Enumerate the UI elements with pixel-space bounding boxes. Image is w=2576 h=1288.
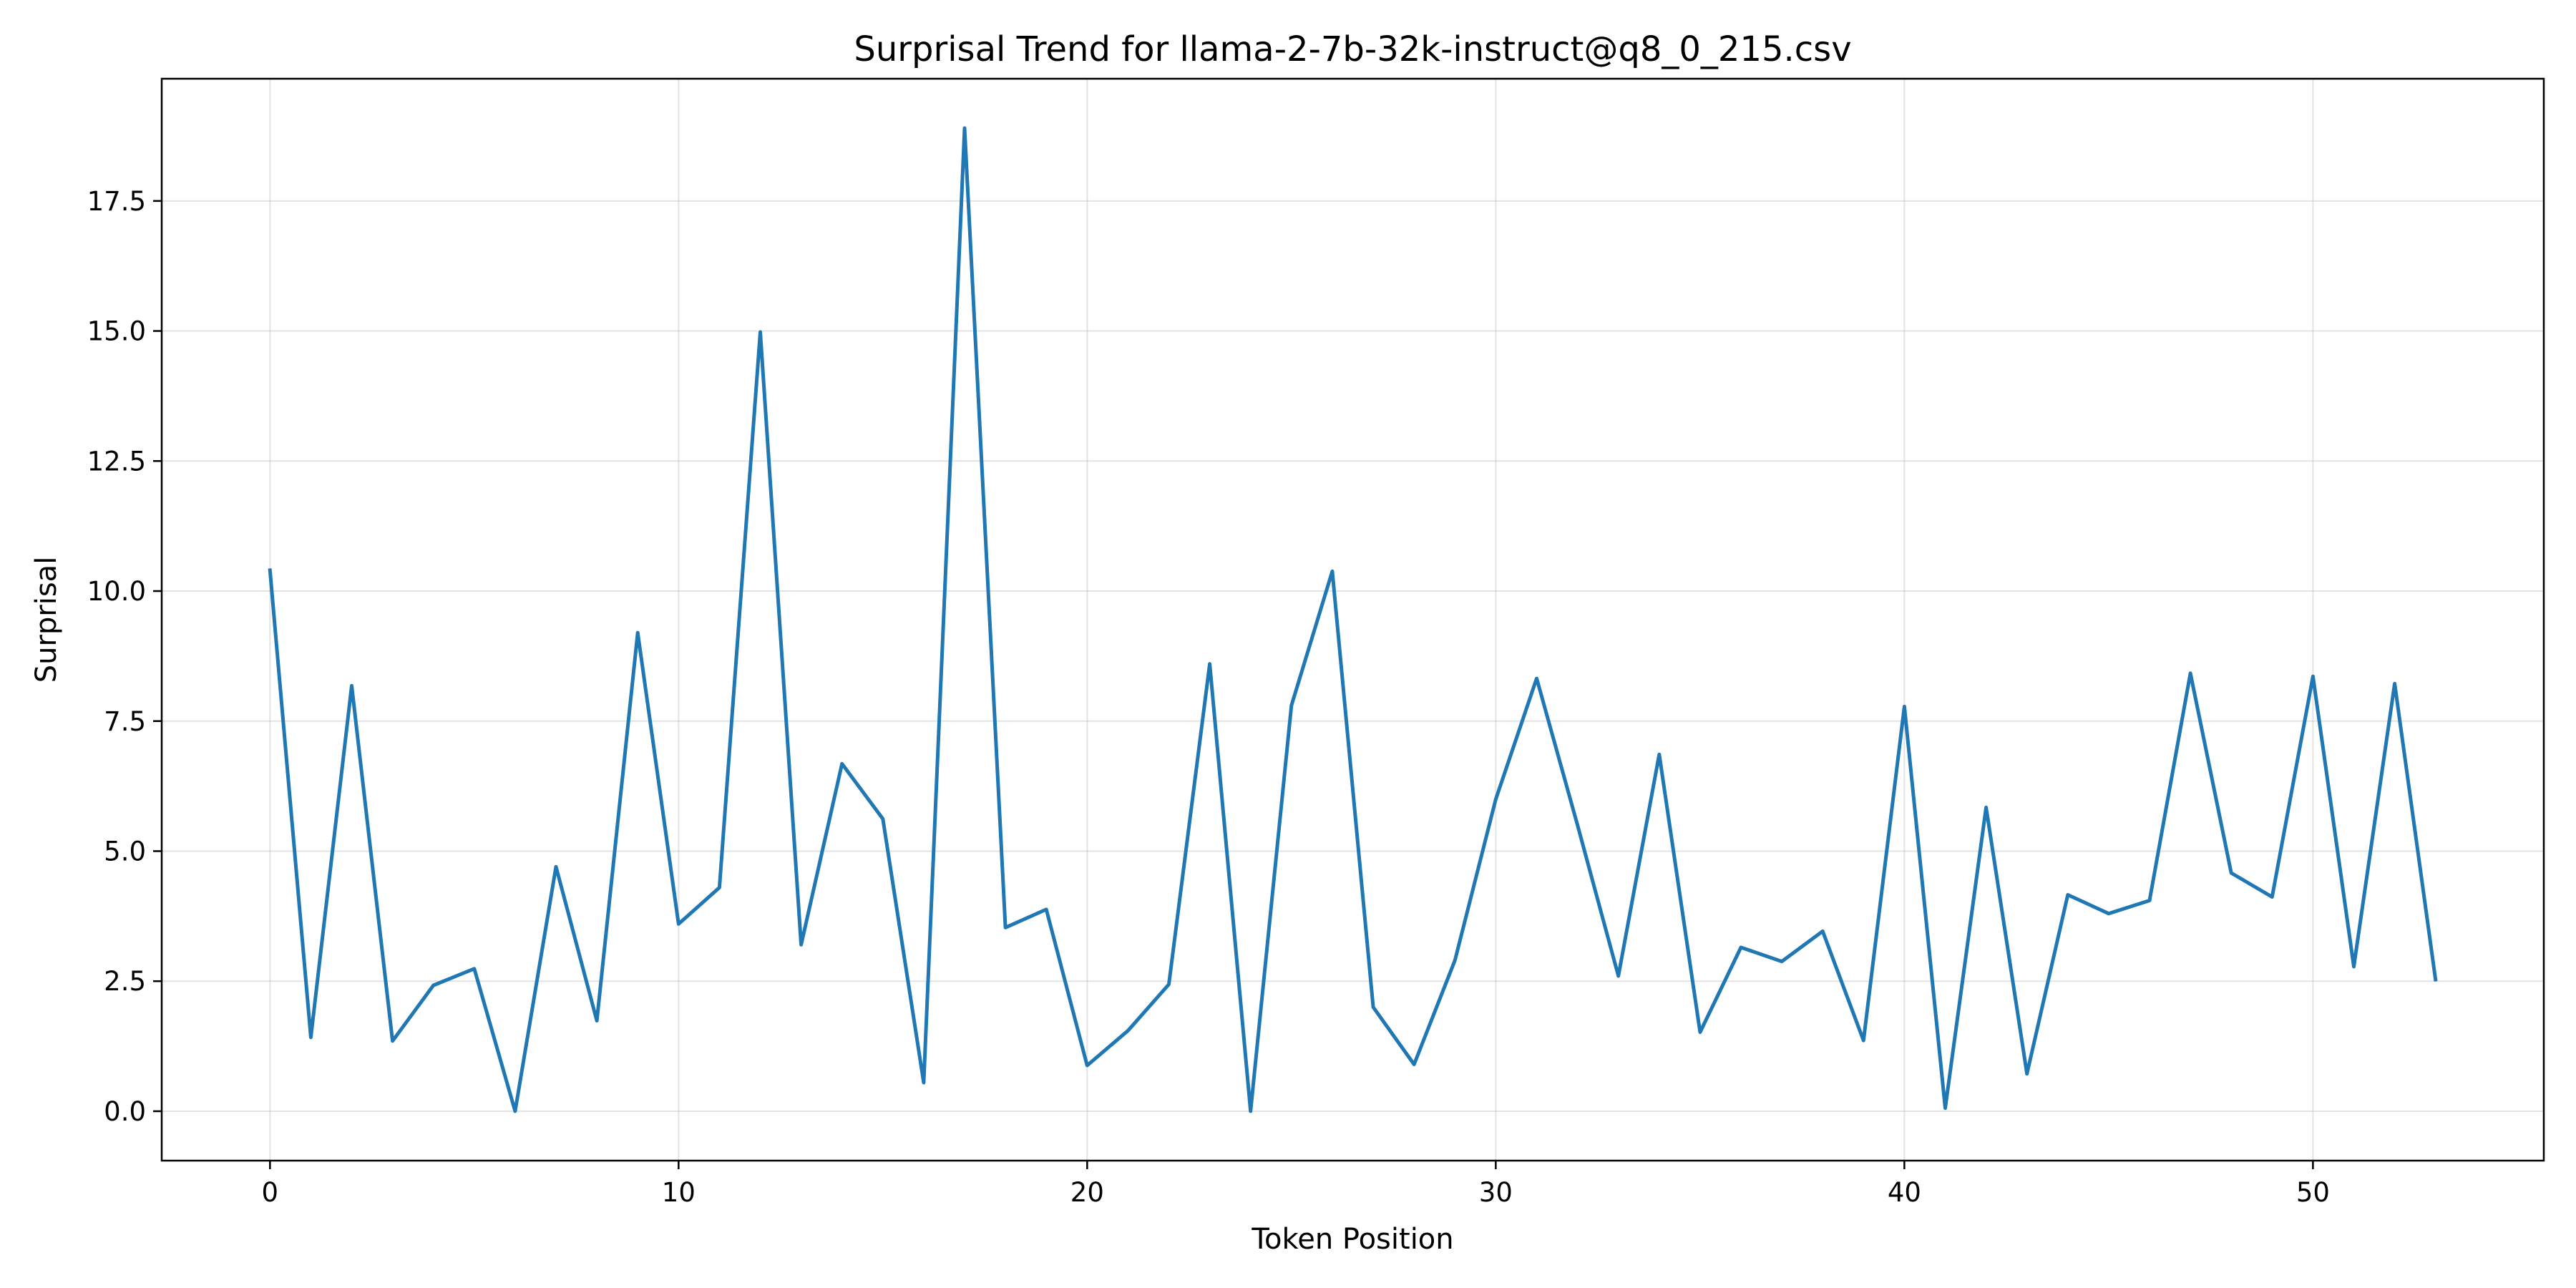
x-tick-label: 10 (662, 1177, 696, 1208)
y-axis: 0.0 2.5 5.0 7.5 10.0 12.5 15.0 17.5 (87, 186, 162, 1127)
y-tick-label: 12.5 (87, 446, 146, 477)
x-tick-label: 40 (1888, 1177, 1921, 1208)
x-tick-label: 0 (262, 1177, 279, 1208)
y-axis-label: Surprisal (30, 557, 63, 683)
plot-frame (160, 77, 2545, 1162)
y-tick-label: 5.0 (104, 836, 146, 867)
surprisal-series-line (268, 126, 2438, 1113)
x-tick-label: 30 (1479, 1177, 1513, 1208)
series-layer (268, 126, 2438, 1113)
y-tick-label: 17.5 (87, 186, 146, 217)
x-tick-label: 20 (1070, 1177, 1104, 1208)
x-axis-label: Token Position (1251, 1223, 1453, 1256)
x-tick-label: 50 (2296, 1177, 2330, 1208)
x-axis: 0 10 20 30 40 50 (262, 1161, 2330, 1208)
y-tick-label: 10.0 (87, 576, 146, 607)
y-tick-label: 2.5 (104, 966, 146, 997)
y-tick-label: 0.0 (104, 1096, 146, 1127)
y-tick-label: 15.0 (87, 316, 146, 347)
chart-title: Surprisal Trend for llama-2-7b-32k-instr… (854, 29, 1851, 69)
grid-layer (162, 79, 2544, 1161)
y-tick-label: 7.5 (104, 706, 146, 737)
